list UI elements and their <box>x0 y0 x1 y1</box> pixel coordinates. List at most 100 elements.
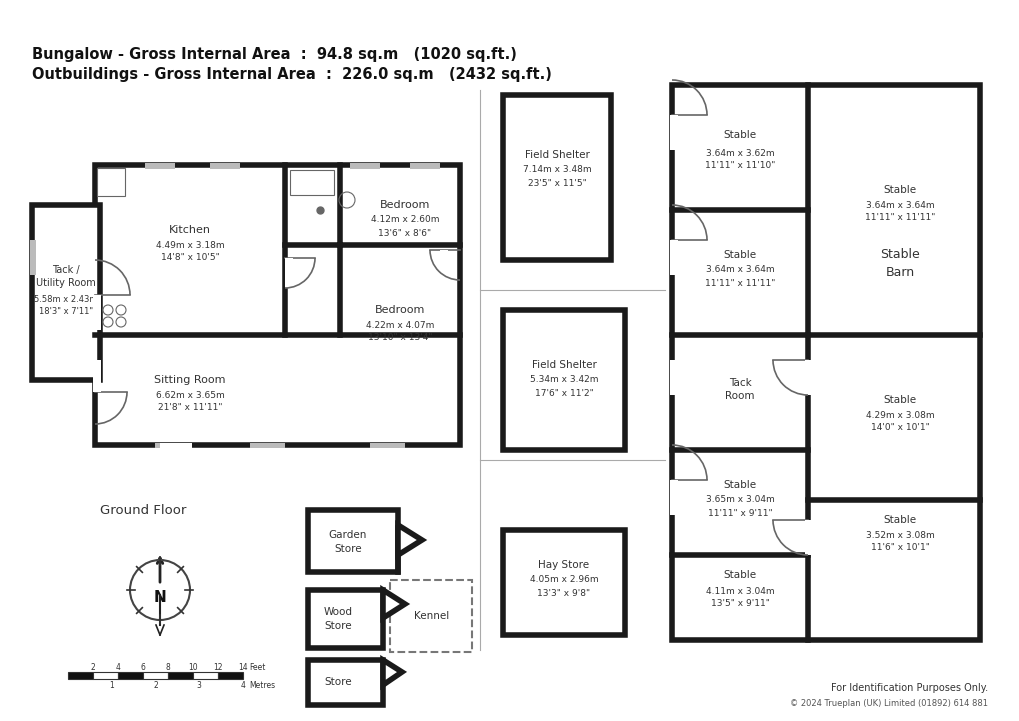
Text: Field Shelter: Field Shelter <box>531 360 596 370</box>
Text: 4.29m x 3.08m: 4.29m x 3.08m <box>865 410 933 420</box>
Bar <box>97 168 125 196</box>
Bar <box>32 205 100 380</box>
Text: Tack: Tack <box>728 378 751 388</box>
Bar <box>93 672 118 679</box>
Text: 11'11" x 11'10": 11'11" x 11'10" <box>704 162 774 170</box>
Text: 4: 4 <box>115 663 120 671</box>
Text: Room: Room <box>725 391 754 401</box>
Bar <box>218 672 243 679</box>
Text: 5.34m x 3.42m: 5.34m x 3.42m <box>529 376 598 384</box>
Bar <box>93 295 101 330</box>
Bar <box>30 240 36 275</box>
Text: N: N <box>154 590 166 606</box>
Bar <box>502 310 625 450</box>
Text: 21'8" x 11'11": 21'8" x 11'11" <box>158 404 222 412</box>
Text: Ground Floor: Ground Floor <box>100 503 186 516</box>
Text: Feet: Feet <box>249 663 265 671</box>
Text: 7.14m x 3.48m: 7.14m x 3.48m <box>522 166 591 174</box>
Bar <box>439 250 447 280</box>
Bar <box>155 443 190 448</box>
Bar <box>804 520 812 555</box>
Text: 3.65m x 3.04m: 3.65m x 3.04m <box>705 495 773 505</box>
Bar <box>669 360 678 395</box>
Text: 10: 10 <box>187 663 198 671</box>
Text: 11'11" x 9'11": 11'11" x 9'11" <box>707 508 771 518</box>
Text: Stable: Stable <box>722 250 756 260</box>
Text: 4.12m x 2.60m: 4.12m x 2.60m <box>370 216 439 224</box>
Text: Barn: Barn <box>884 267 914 280</box>
Text: 14: 14 <box>238 663 248 671</box>
Text: 4: 4 <box>240 681 246 689</box>
Text: 4.22m x 4.07m: 4.22m x 4.07m <box>366 321 434 329</box>
Polygon shape <box>397 525 422 555</box>
Text: 2: 2 <box>91 663 96 671</box>
Text: Sitting Room: Sitting Room <box>154 375 225 385</box>
Text: 13'3" x 9'8": 13'3" x 9'8" <box>537 588 590 598</box>
Bar <box>410 163 439 169</box>
Text: 6.62m x 3.65m: 6.62m x 3.65m <box>156 391 224 399</box>
Text: 13'6" x 8'6": 13'6" x 8'6" <box>378 229 431 237</box>
Bar <box>32 165 95 205</box>
Text: 3.64m x 3.64m: 3.64m x 3.64m <box>705 265 773 275</box>
Text: 2: 2 <box>153 681 158 689</box>
Text: 18'3" x 7'11": 18'3" x 7'11" <box>39 307 93 317</box>
Text: Kitchen: Kitchen <box>169 225 211 235</box>
Text: 11'6" x 10'1": 11'6" x 10'1" <box>869 544 928 552</box>
Text: 14'8" x 10'5": 14'8" x 10'5" <box>160 254 219 262</box>
Bar <box>250 443 284 448</box>
Bar <box>502 530 625 635</box>
Text: Metres: Metres <box>249 681 275 689</box>
FancyArrow shape <box>397 526 435 554</box>
Text: 3: 3 <box>197 681 202 689</box>
Text: Store: Store <box>324 621 352 631</box>
Text: 13'5" x 9'11": 13'5" x 9'11" <box>710 599 768 609</box>
Text: For Identification Purposes Only.: For Identification Purposes Only. <box>830 683 987 693</box>
Text: 4.49m x 3.18m: 4.49m x 3.18m <box>156 241 224 249</box>
Text: 11'11" x 11'11": 11'11" x 11'11" <box>704 278 774 288</box>
Text: 5.58m x 2.43m: 5.58m x 2.43m <box>35 296 98 304</box>
Text: Stable: Stable <box>722 570 756 580</box>
Bar <box>804 360 812 395</box>
Text: Utility Room: Utility Room <box>36 278 96 288</box>
Bar <box>502 95 610 260</box>
Bar <box>193 672 218 679</box>
Text: Bungalow - Gross Internal Area  :  94.8 sq.m   (1020 sq.ft.): Bungalow - Gross Internal Area : 94.8 sq… <box>32 48 517 63</box>
Text: Bedroom: Bedroom <box>379 200 430 210</box>
Text: 17'6" x 11'2": 17'6" x 11'2" <box>534 389 593 397</box>
Bar <box>143 672 168 679</box>
Text: Stable: Stable <box>882 395 916 405</box>
Text: 1: 1 <box>109 681 114 689</box>
Bar <box>95 165 460 445</box>
Bar <box>389 580 472 652</box>
Text: Store: Store <box>324 677 352 687</box>
Bar <box>350 163 380 169</box>
Bar <box>289 170 333 195</box>
Bar <box>160 443 192 451</box>
Bar <box>308 660 382 705</box>
Text: 3.64m x 3.62m: 3.64m x 3.62m <box>705 149 773 157</box>
Text: 4.11m x 3.04m: 4.11m x 3.04m <box>705 586 773 596</box>
Text: 3.64m x 3.64m: 3.64m x 3.64m <box>865 200 933 210</box>
Text: Tack /: Tack / <box>52 265 79 275</box>
Text: 6: 6 <box>141 663 146 671</box>
Text: 11'11" x 11'11": 11'11" x 11'11" <box>864 213 934 223</box>
Bar <box>118 672 143 679</box>
Text: Stable: Stable <box>722 480 756 490</box>
Bar <box>210 163 239 169</box>
Text: 23'5" x 11'5": 23'5" x 11'5" <box>527 179 586 187</box>
Text: 12: 12 <box>213 663 222 671</box>
Text: Stable: Stable <box>879 249 919 262</box>
Text: 13'10" x 13'4": 13'10" x 13'4" <box>368 334 432 342</box>
Text: Kennel: Kennel <box>414 611 449 621</box>
Bar <box>370 443 405 448</box>
Text: Wood: Wood <box>323 607 353 617</box>
Bar <box>68 672 93 679</box>
Bar <box>669 240 678 275</box>
Text: Stable: Stable <box>882 185 916 195</box>
Text: 14'0" x 10'1": 14'0" x 10'1" <box>870 423 928 433</box>
Text: Bedroom: Bedroom <box>374 305 425 315</box>
Bar <box>672 85 979 640</box>
Polygon shape <box>382 590 405 618</box>
Bar <box>669 115 678 150</box>
Bar <box>308 510 397 572</box>
